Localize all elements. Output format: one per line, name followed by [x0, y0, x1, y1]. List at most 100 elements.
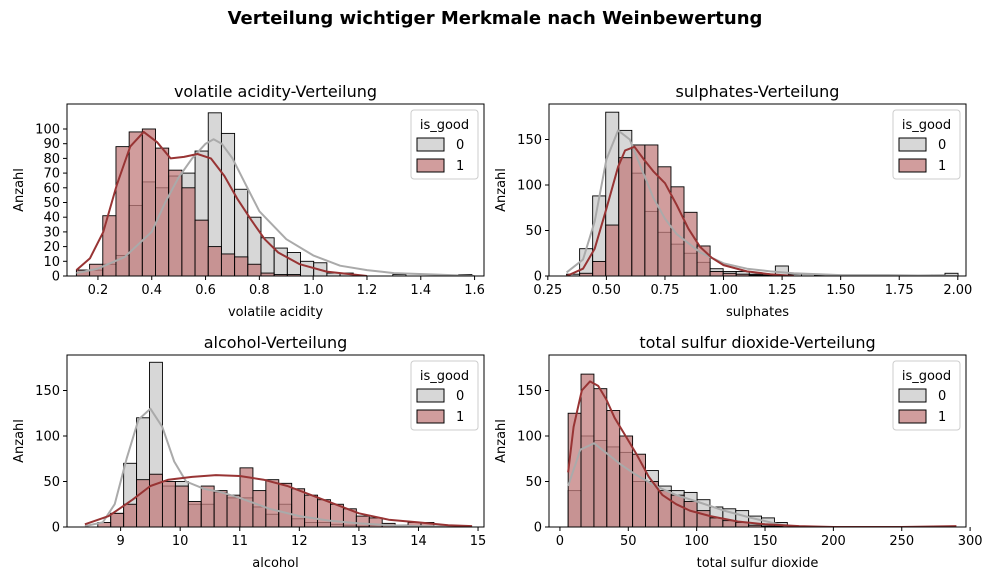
histogram-bar-class-1: [683, 501, 698, 527]
legend-entry-label: 1: [938, 410, 946, 425]
x-tick-label: 1.6: [464, 283, 485, 298]
histogram-bar-class-1: [213, 490, 228, 527]
x-tick-label: 0.25: [533, 283, 562, 298]
x-axis-label: volatile acidity: [228, 305, 323, 320]
histogram-bar-class-1: [567, 412, 582, 527]
histogram-panel-3: 9 10 11 12 13 14 15050100150alcohol-Verteilung…: [12, 333, 486, 571]
histogram-bar-class-1: [207, 246, 222, 276]
y-tick-label: 50: [43, 475, 60, 490]
bars-group: [97, 361, 435, 527]
legend-entry-label: 0: [938, 389, 946, 404]
x-tick-label: 2.00: [943, 283, 972, 298]
histogram-bar-class-1: [291, 488, 306, 527]
y-axis-label: Anzahl: [12, 419, 27, 463]
y-tick-label: 90: [43, 137, 60, 152]
histogram-bar-class-1: [265, 479, 280, 527]
histogram-bar-class-1: [187, 501, 202, 527]
histogram-bar-class-1: [226, 494, 241, 527]
histogram-bar-class-1: [200, 485, 215, 527]
axes-frame: [66, 103, 485, 277]
histogram-bar-class-1: [174, 485, 189, 527]
x-axis-label: total sulfur dioxide: [697, 556, 819, 571]
histogram-bar-class-1: [592, 260, 607, 276]
x-tick-label: 100: [684, 534, 709, 549]
x-tick-label: 1.4: [410, 283, 431, 298]
histogram-bar-class-1: [605, 224, 620, 276]
x-tick-label: 0: [556, 534, 564, 549]
histogram-bar-class-1: [632, 453, 646, 527]
histogram-bar-class-0: [273, 247, 288, 276]
y-tick-label: 0: [52, 270, 60, 285]
legend-swatch-class-1: [898, 409, 927, 424]
y-tick-label: 10: [43, 255, 60, 270]
legend-entry-label: 1: [456, 159, 464, 174]
legend-entry-label: 0: [938, 138, 946, 153]
histogram-bar-class-1: [278, 482, 293, 527]
histogram-bar-class-1: [220, 253, 236, 276]
x-tick-label: 1.00: [709, 283, 738, 298]
histogram-bar-class-1: [580, 373, 595, 527]
figure-suptitle: Verteilung wichtiger Merkmale nach Weinb…: [228, 8, 763, 29]
x-tick-label: 1.2: [357, 283, 378, 298]
kde-line-class-0: [565, 129, 958, 276]
y-tick-label: 100: [35, 122, 60, 137]
y-tick-label: 0: [52, 521, 60, 536]
panel-title: volatile acidity-Verteilung: [174, 82, 377, 101]
x-tick-label: 13: [351, 534, 368, 549]
legend: is_good 0 1: [410, 360, 479, 431]
histogram-bar-class-1: [317, 499, 331, 527]
y-tick-label: 150: [517, 384, 542, 399]
legend-swatch-class-0: [898, 388, 927, 403]
panel-title: total sulfur dioxide-Verteilung: [639, 333, 875, 352]
kde-line-class-1: [566, 145, 794, 276]
histogram-bar-class-1: [123, 503, 138, 527]
histogram-bar-class-1: [136, 479, 150, 527]
y-tick-label: 100: [35, 429, 60, 444]
legend: is_good 0 1: [892, 109, 961, 180]
y-tick-label: 150: [517, 133, 542, 148]
x-tick-label: 1.0: [303, 283, 324, 298]
y-tick-label: 40: [43, 211, 60, 226]
legend-title: is_good: [902, 369, 951, 384]
histogram-bar-class-1: [194, 219, 209, 276]
histogram-bar-class-1: [709, 517, 724, 527]
legend-swatch-class-1: [898, 158, 927, 173]
x-tick-label: 1.75: [885, 283, 914, 298]
x-tick-label: 0.75: [650, 283, 679, 298]
y-tick-label: 70: [43, 167, 60, 182]
y-tick-label: 50: [525, 475, 542, 490]
histogram-bar-class-1: [606, 410, 621, 527]
y-axis-label: Anzahl: [494, 419, 509, 463]
axes-frame: [548, 103, 967, 277]
histogram-bar-class-1: [161, 481, 176, 527]
histogram-bar-class-1: [252, 490, 267, 527]
axes-frame: [548, 354, 967, 528]
histogram-bar-class-1: [709, 270, 724, 276]
legend-swatch-class-0: [416, 388, 445, 403]
x-tick-label: 150: [753, 534, 778, 549]
kde-line-class-1: [567, 380, 957, 527]
histogram-bar-class-1: [304, 494, 319, 527]
panel-title: sulphates-Verteilung: [676, 82, 840, 101]
legend-title: is_good: [902, 118, 951, 133]
histogram-bar-class-1: [355, 515, 370, 527]
y-tick-label: 80: [43, 152, 60, 167]
histogram-panel-4: 0 50 100 150 200 250 300 0 50 100 150 total sulfur …: [494, 333, 983, 571]
legend-swatch-class-1: [416, 158, 445, 173]
x-tick-label: 0.6: [195, 283, 216, 298]
x-tick-label: 12: [291, 534, 308, 549]
x-tick-label: 1.25: [768, 283, 797, 298]
y-tick-label: 30: [43, 225, 60, 240]
y-tick-label: 20: [43, 240, 60, 255]
kde-line-class-1: [75, 130, 368, 276]
y-tick-label: 150: [35, 384, 60, 399]
legend-title: is_good: [420, 118, 469, 133]
x-tick-label: 50: [620, 534, 637, 549]
x-tick-label: 0.4: [141, 283, 162, 298]
y-axis-label: Anzahl: [12, 168, 27, 212]
bars-group: [567, 373, 956, 527]
axes-frame: [66, 354, 485, 528]
x-tick-label: 0.2: [88, 283, 109, 298]
legend-entry-label: 0: [456, 389, 464, 404]
